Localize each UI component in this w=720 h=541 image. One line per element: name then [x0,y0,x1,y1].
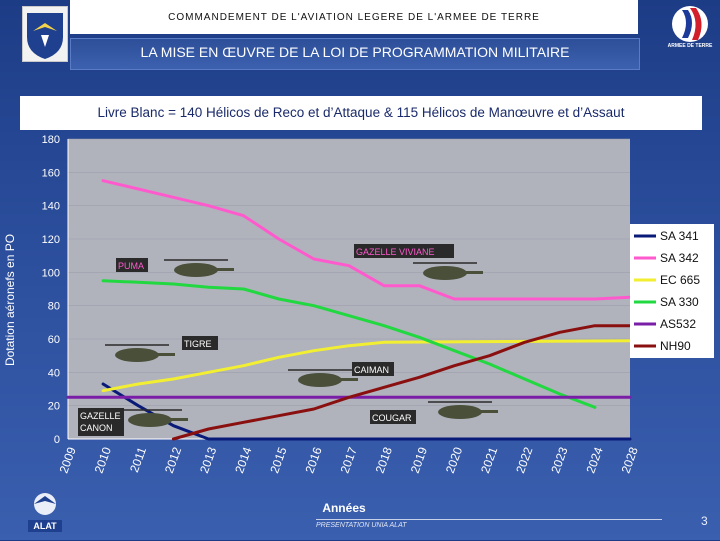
annotation-box-gazelle-viviane [354,244,454,258]
x-axis-label: Années [322,501,366,515]
helicopter-caiman [288,369,358,387]
x-tick-label-2014: 2014 [232,445,254,475]
annotation-label-caiman: CAIMAN [354,365,389,375]
x-tick-label-2012: 2012 [162,445,184,475]
helicopter-tail-cougar [476,410,498,413]
legend-label-sa-341: SA 341 [660,229,699,243]
annotation-label-gazelle-viviane: GAZELLE VIVIANE [356,247,435,257]
series-line-sa-342 [101,179,632,301]
y-tick-label-100: 100 [42,267,60,279]
helicopter-tail-gazelle-canon [166,418,188,421]
x-tick-label-2011: 2011 [127,445,149,474]
legend-label-sa-330: SA 330 [660,295,699,309]
annotation-label-tigre: TIGRE [184,339,212,349]
header-bar [70,0,638,34]
annotation-box-caiman [352,362,394,376]
y-tick-label-80: 80 [48,301,60,313]
x-tick-label-2010: 2010 [92,445,114,475]
annotation-label-cougar: COUGAR [372,413,412,423]
y-tick-label-160: 160 [42,167,60,179]
alat-bottom-logo [26,490,64,536]
annotation-box-puma [116,258,148,272]
helicopter-body-cougar [438,405,482,419]
helicopter-body-gazelle-canon [128,413,172,427]
x-tick-label-2015: 2015 [267,445,289,475]
page-number: 3 [701,514,708,528]
y-axis-label: Dotation aéronefs en PO [3,234,17,366]
helicopter-body-tigre [115,348,159,362]
x-axis: 2009 2010 2011 2012 2013 2014 2015 2016 2017 2018… [57,445,641,475]
y-tick-label-60: 60 [48,334,60,346]
legend-label-ec-665: EC 665 [660,273,700,287]
helicopter-body-caiman [298,373,342,387]
y-tick-label-140: 140 [42,201,60,213]
y-tick-label-20: 20 [48,401,60,413]
legend-label-as532: AS532 [660,317,696,331]
x-tick-label-2013: 2013 [197,445,219,475]
armee-de-terre-text: ARMEE DE TERRE [667,43,713,49]
x-tick-label-2019: 2019 [408,445,430,475]
legend-label-sa-342: SA 342 [660,251,699,265]
helicopter-tail-gazelle-viviane [461,271,483,274]
helicopter-gazelle-viviane [413,262,483,280]
x-tick-label-2018: 2018 [373,445,395,475]
helicopter-puma [164,259,234,277]
footer-divider [316,519,662,520]
helicopter-tail-tigre [153,353,175,356]
subtitle-bar [70,38,640,70]
legend: SA 341 SA 342 EC 665 SA 330 AS532 NH90 [630,224,714,358]
helicopter-tigre [105,344,175,362]
x-tick-label-2022: 2022 [513,445,535,475]
series-line-nh90 [171,324,632,441]
x-tick-label-2020: 2020 [443,445,465,475]
annotation-box-cougar [370,410,416,424]
plot-area [68,139,630,439]
x-tick-label-2023: 2023 [548,445,570,475]
y-tick-label-180: 180 [42,134,60,146]
x-tick-label-2017: 2017 [338,445,360,475]
series-lines [66,179,632,441]
series-line-sa-341 [101,382,632,441]
page-subtitle: LA MISE EN ŒUVRE DE LA LOI DE PROGRAMMAT… [140,44,570,60]
x-tick-label-2021: 2021 [478,445,500,475]
y-tick-label-40: 40 [48,367,60,379]
x-tick-label-2016: 2016 [302,445,324,475]
y-tick-label-120: 120 [42,234,60,246]
footer-text: PRESENTATION UNIA ALAT [316,522,407,529]
alat-shield-logo [22,6,68,62]
alat-bottom-logo-text: ALAT [33,521,57,531]
x-tick-label-2024: 2024 [583,445,605,475]
y-tick-label-0: 0 [54,434,60,446]
helicopter-images [105,259,498,427]
helicopter-body-puma [174,263,218,277]
annotations: PUMA GAZELLE VIVIANE TIGRE CAIMAN COUGAR GAZE… [78,244,454,436]
page-title: COMMANDEMENT DE L'AVIATION LEGERE DE L'A… [168,12,540,23]
annotation-box-gazelle-canon [78,408,124,436]
helicopter-tail-puma [212,268,234,271]
annotation-label-gazelle-canon-0: GAZELLE [80,411,121,421]
helicopter-tail-caiman [336,378,358,381]
armee-de-terre-logo [660,0,720,58]
series-line-sa-330 [101,279,597,409]
series-line-ec-665 [101,339,632,393]
helicopter-cougar [428,401,498,419]
legend-box [630,224,714,358]
annotation-box-tigre [182,336,218,350]
legend-label-nh90: NH90 [660,339,691,353]
helicopter-gazelle-canon [118,409,188,427]
annotation-label-gazelle-canon-1: CANON [80,423,113,433]
x-tick-label-2009: 2009 [57,445,79,475]
annotation-label-puma: PUMA [118,261,144,271]
x-tick-label-2028: 2028 [619,445,641,475]
banner-text: Livre Blanc = 140 Hélicos de Reco et d’A… [97,105,625,120]
banner-bar [20,96,702,130]
helicopter-body-gazelle-viviane [423,266,467,280]
